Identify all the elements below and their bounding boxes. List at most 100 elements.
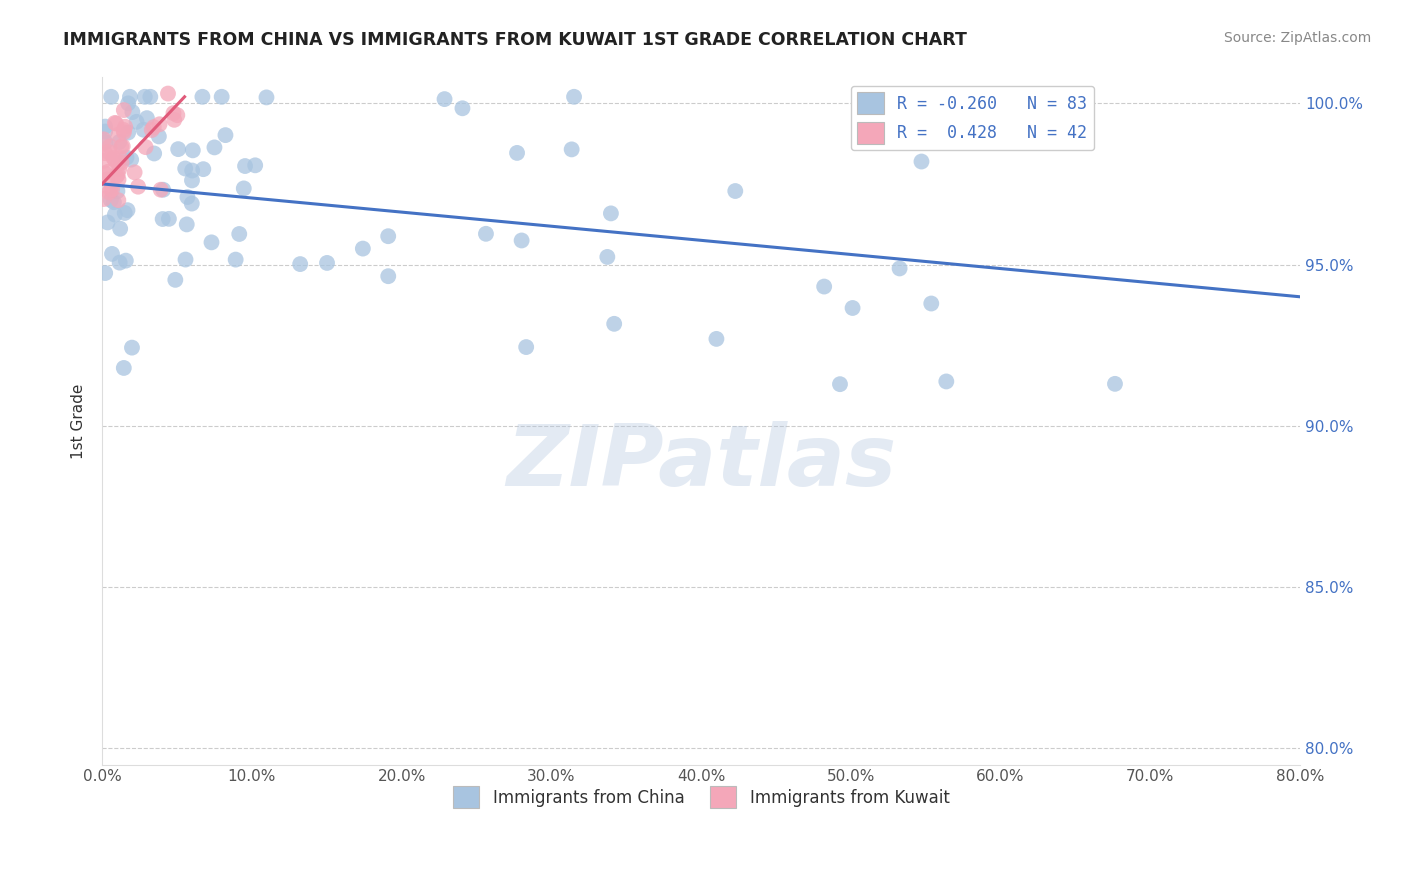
Point [225, 252, 247, 267]
Point [156, 87, 179, 101]
Point [910, 154, 932, 169]
Point [135, 140, 157, 154]
Point [121, 341, 143, 355]
Point [100, 90, 122, 104]
Point [163, 112, 186, 127]
Point [125, 115, 148, 129]
Point [117, 203, 139, 218]
Point [152, 183, 174, 197]
Point [120, 153, 142, 167]
Point [889, 261, 911, 276]
Point [112, 361, 135, 376]
Point [724, 184, 747, 198]
Point [828, 377, 851, 392]
Point [181, 144, 204, 158]
Point [139, 90, 162, 104]
Point [135, 111, 157, 125]
Point [167, 142, 190, 156]
Point [107, 172, 129, 186]
Point [510, 234, 533, 248]
Point [603, 317, 626, 331]
Point [562, 90, 585, 104]
Point [101, 182, 124, 196]
Point [176, 218, 198, 232]
Point [204, 140, 226, 154]
Point [94, 120, 117, 134]
Y-axis label: 1st Grade: 1st Grade [72, 384, 86, 458]
Point [108, 135, 131, 149]
Point [181, 163, 204, 178]
Point [143, 146, 166, 161]
Point [149, 183, 172, 197]
Point [107, 156, 129, 170]
Point [377, 269, 399, 284]
Point [174, 161, 197, 176]
Point [94, 266, 117, 280]
Point [148, 129, 170, 144]
Point [108, 151, 131, 165]
Point [107, 128, 129, 142]
Point [706, 332, 728, 346]
Point [108, 221, 131, 235]
Point [107, 184, 129, 198]
Point [813, 279, 835, 293]
Point [935, 375, 957, 389]
Point [108, 255, 131, 269]
Point [352, 242, 374, 256]
Point [152, 212, 174, 227]
Point [596, 250, 619, 264]
Point [841, 301, 863, 315]
Point [93, 132, 115, 146]
Point [157, 211, 180, 226]
Point [142, 120, 165, 135]
Point [105, 116, 128, 130]
Text: Source: ZipAtlas.com: Source: ZipAtlas.com [1223, 31, 1371, 45]
Point [110, 139, 132, 153]
Point [104, 153, 127, 168]
Point [141, 123, 163, 137]
Point [515, 340, 537, 354]
Point [121, 105, 143, 120]
Point [94, 136, 117, 150]
Point [132, 122, 155, 136]
Point [193, 162, 215, 177]
Point [451, 101, 474, 115]
Point [114, 253, 136, 268]
Point [561, 142, 583, 156]
Point [124, 165, 146, 179]
Point [600, 206, 623, 220]
Point [93, 153, 115, 168]
Point [112, 125, 135, 139]
Point [98, 139, 121, 153]
Point [111, 139, 134, 153]
Point [104, 208, 127, 222]
Point [214, 128, 236, 142]
Point [117, 126, 139, 140]
Point [98, 145, 121, 160]
Point [243, 158, 266, 172]
Point [114, 120, 136, 134]
Point [94, 167, 117, 181]
Point [148, 117, 170, 131]
Point [117, 96, 139, 111]
Point [181, 173, 204, 187]
Point [162, 106, 184, 120]
Point [228, 227, 250, 241]
Text: ZIPatlas: ZIPatlas [506, 421, 896, 504]
Point [94, 124, 117, 138]
Point [110, 155, 132, 169]
Point [165, 273, 187, 287]
Point [127, 179, 149, 194]
Point [211, 90, 233, 104]
Point [115, 151, 138, 165]
Point [134, 90, 156, 104]
Point [433, 92, 456, 106]
Point [475, 227, 498, 241]
Point [97, 215, 120, 229]
Legend: Immigrants from China, Immigrants from Kuwait: Immigrants from China, Immigrants from K… [446, 780, 956, 814]
Point [233, 159, 256, 173]
Point [232, 181, 254, 195]
Point [256, 90, 278, 104]
Point [104, 116, 127, 130]
Point [107, 193, 129, 207]
